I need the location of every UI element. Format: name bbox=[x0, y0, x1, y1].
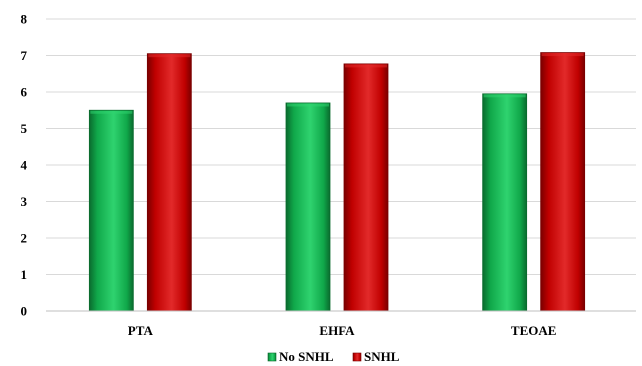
y-tick-label: 2 bbox=[21, 231, 28, 246]
legend-swatch bbox=[352, 352, 362, 362]
y-tick-label: 7 bbox=[21, 48, 28, 63]
bar-highlight bbox=[483, 94, 526, 98]
bar-snhl-pta bbox=[146, 53, 192, 312]
bar-snhl-teoae bbox=[540, 52, 586, 312]
bar-highlight bbox=[345, 64, 387, 68]
bar-no-snhl-ehfa bbox=[285, 102, 331, 312]
y-tick-label: 6 bbox=[21, 85, 28, 100]
x-tick-label: TEOAE bbox=[511, 323, 557, 338]
legend-swatch bbox=[267, 352, 277, 362]
y-tick-label: 8 bbox=[21, 12, 28, 27]
bar-highlight bbox=[90, 110, 133, 114]
y-tick-label: 0 bbox=[21, 304, 28, 319]
legend-label: No SNHL bbox=[279, 349, 334, 364]
y-tick-label: 1 bbox=[21, 267, 28, 282]
y-tick-label: 4 bbox=[21, 158, 28, 173]
bar-no-snhl-pta bbox=[88, 109, 134, 312]
bar-highlight bbox=[541, 53, 584, 57]
y-axis: 0 1 2 3 4 5 6 7 8 bbox=[21, 12, 28, 319]
x-tick-label: EHFA bbox=[319, 323, 355, 338]
x-axis: PTA EHFA TEOAE bbox=[128, 323, 557, 338]
bar-no-snhl-teoae bbox=[482, 93, 528, 312]
bar-snhl-ehfa bbox=[343, 63, 389, 312]
legend-label: SNHL bbox=[364, 349, 400, 364]
legend: No SNHL SNHL bbox=[267, 349, 400, 364]
bar-highlight bbox=[287, 103, 329, 107]
y-tick-label: 3 bbox=[21, 194, 28, 209]
bar-highlight bbox=[148, 54, 191, 58]
y-tick-label: 5 bbox=[21, 121, 28, 136]
bars bbox=[88, 52, 586, 312]
gridlines bbox=[46, 18, 636, 275]
x-tick-label: PTA bbox=[128, 323, 154, 338]
